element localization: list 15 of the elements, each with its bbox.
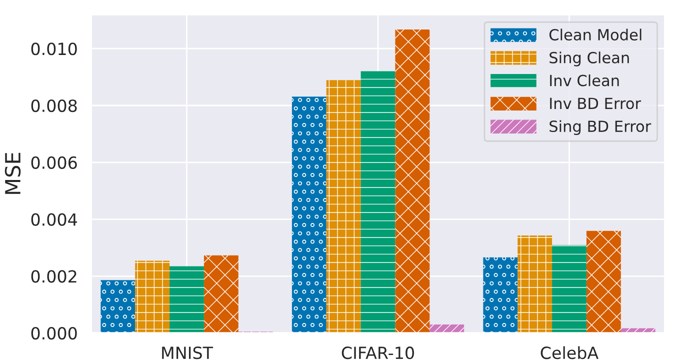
x-tick-label: CelebA: [540, 346, 598, 360]
y-tick-label: 0.006: [31, 156, 77, 169]
x-tick-label: MNIST: [162, 346, 214, 360]
y-axis-title: MSE: [4, 152, 21, 194]
x-tick-label: CIFAR-10: [342, 346, 414, 360]
y-tick-label: 0.010: [31, 42, 77, 56]
legend-label: Sing BD Error: [550, 120, 652, 136]
legend-label: Inv BD Error: [550, 98, 642, 110]
legend-label: Sing Clean: [550, 52, 629, 66]
y-tick-label: 0.002: [31, 270, 76, 283]
y-tick-label: 0.008: [31, 99, 77, 112]
y-tick-label: 0.000: [31, 327, 77, 340]
legend-label: Inv Clean: [550, 74, 619, 86]
legend-label: Clean Model: [549, 28, 642, 41]
y-tick-label: 0.004: [31, 213, 77, 226]
